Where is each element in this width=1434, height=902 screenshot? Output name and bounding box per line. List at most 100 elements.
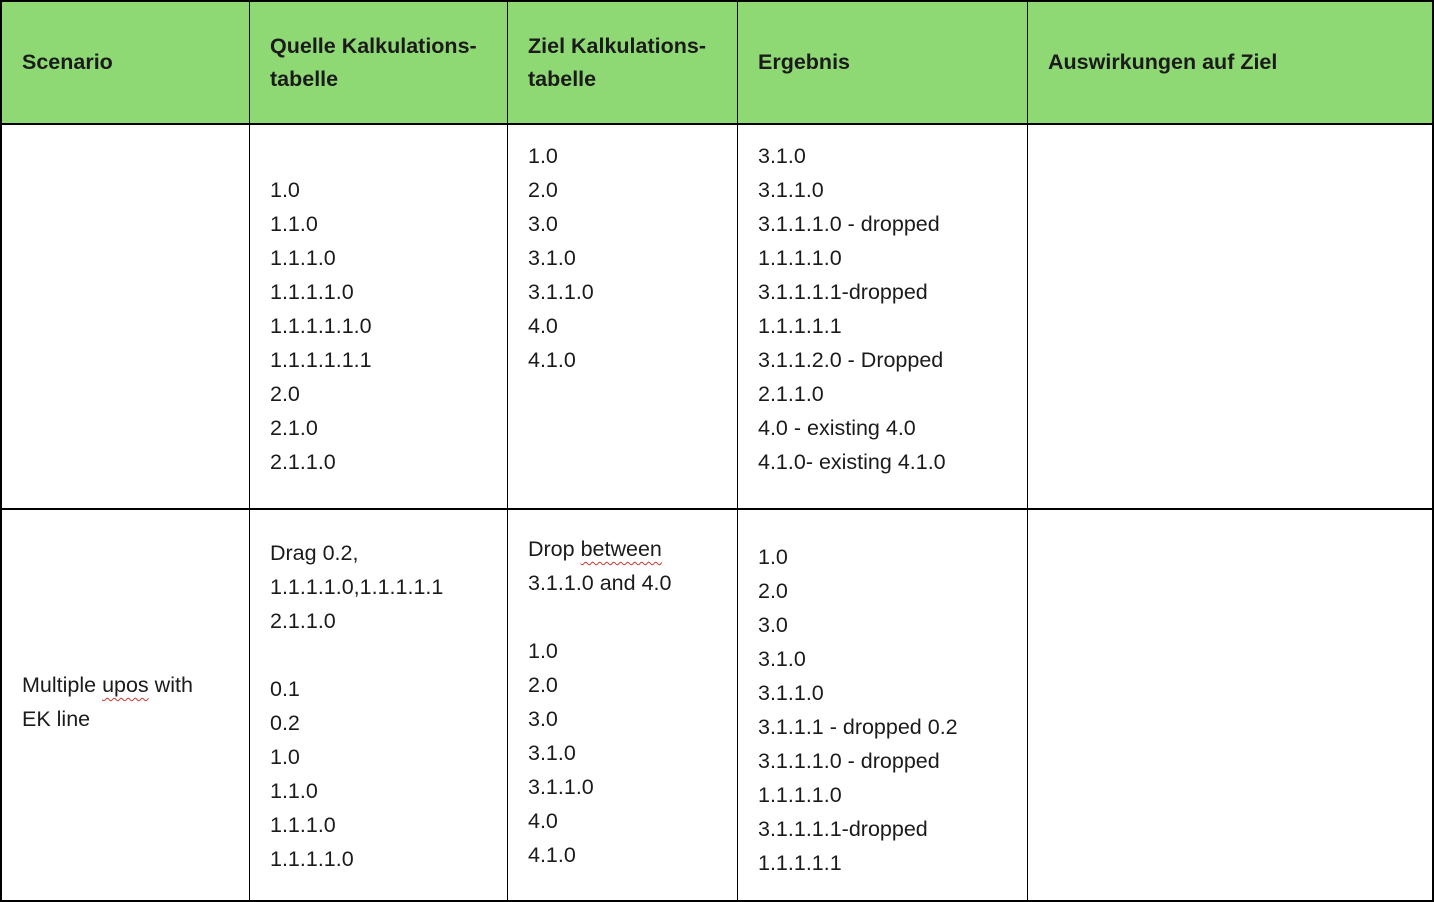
text-line: 1.1.1.1.0	[758, 241, 1009, 275]
header-cell-auswirkungen-auf-ziel[interactable]: Auswirkungen auf Ziel	[1028, 2, 1432, 125]
text-line: 1.1.0	[270, 207, 489, 241]
text-segment: 1.1.0	[270, 779, 318, 803]
text-line: 3.0	[758, 608, 1009, 642]
text-segment: 4.0	[528, 314, 558, 338]
cell-row2-quelle[interactable]: Drag 0.2, 1.1.1.1.0,1.1.1.1.1 2.1.1.0 0.1 0…	[250, 510, 508, 900]
text-line: 4.1.0- existing 4.1.0	[758, 445, 1009, 479]
text-line: 3.1.0	[528, 736, 719, 770]
text-line: 1.1.1.1.0,1.1.1.1.1	[270, 570, 489, 604]
text-line: Drag 0.2,	[270, 536, 489, 570]
text-segment: 2.0	[270, 382, 300, 406]
text-segment: 1.1.1.1.1	[758, 851, 842, 875]
text-line: 1.1.1.1.0	[758, 778, 1009, 812]
text-segment: 3.0	[528, 212, 558, 236]
cell-row2-auswirkungen[interactable]	[1028, 510, 1432, 900]
text-segment: 3.1.0	[528, 741, 576, 765]
text-line: 3.1.0	[758, 139, 1009, 173]
text-segment: 1.1.1.1.1.1	[270, 348, 372, 372]
text-segment: 3.1.1.1.0 - dropped	[758, 212, 940, 236]
text-line: 3.1.1.2.0 - Dropped	[758, 343, 1009, 377]
header-cell-quelle-kalkulationstabelle[interactable]: Quelle Kalkulations-tabelle	[250, 2, 508, 125]
header-cell-ziel-kalkulationstabelle[interactable]: Ziel Kalkulations-tabelle	[508, 2, 738, 125]
text-segment: 1.1.1.0	[270, 813, 336, 837]
text-segment: Drop	[528, 537, 581, 561]
text-segment: Ergebnis	[758, 50, 850, 74]
text-line: 1.0	[270, 173, 489, 207]
text-segment: 2.1.1.0	[758, 382, 824, 406]
text-segment: Ziel Kalkulations-	[528, 33, 707, 58]
text-segment: 1.1.1.1.1.0	[270, 314, 372, 338]
text-line: 1.0	[758, 540, 1009, 574]
text-segment: Auswirkungen auf Ziel	[1048, 50, 1278, 74]
cell-row1-scenario[interactable]	[2, 125, 250, 510]
text-line: 4.0	[528, 804, 719, 838]
header-cell-scenario[interactable]: Scenario	[2, 2, 250, 125]
text-segment: 3.1.0	[758, 144, 806, 168]
text-line: 2.0	[528, 668, 719, 702]
text-segment: 3.1.1.2.0 - Dropped	[758, 348, 944, 372]
text-line: 3.1.1.0	[528, 770, 719, 804]
text-line: 4.1.0	[528, 343, 719, 377]
text-segment: 3.1.1.0	[758, 681, 824, 705]
text-segment: 2.0	[528, 178, 558, 202]
text-line: 3.0	[528, 207, 719, 241]
text-segment: 2.1.0	[270, 416, 318, 440]
text-segment: 1.1.1.0	[270, 246, 336, 270]
text-line: 0.2	[270, 706, 489, 740]
text-segment: 4.0	[528, 809, 558, 833]
text-line: 2.0	[270, 377, 489, 411]
cell-row2-scenario[interactable]: Multiple upos with EK line	[2, 510, 250, 900]
cell-row1-ziel[interactable]: 1.0 2.0 3.0 3.1.0 3.1.1.0 4.0 4.1.0	[508, 125, 738, 510]
text-segment: 4.1.0	[528, 348, 576, 372]
text-line: 2.1.0	[270, 411, 489, 445]
text-line: 1.0	[528, 139, 719, 173]
text-line: 2.0	[528, 173, 719, 207]
header-cell-ergebnis[interactable]: Ergebnis	[738, 2, 1028, 125]
text-segment: with	[148, 673, 193, 697]
misspelled-word: upos	[102, 673, 149, 697]
text-segment: 1.1.1.1.0	[270, 847, 354, 871]
text-line	[270, 638, 489, 672]
text-line: 1.0	[528, 634, 719, 668]
text-line: 1.1.1.1.1.1	[270, 343, 489, 377]
text-line: 0.1	[270, 672, 489, 706]
cell-row1-quelle[interactable]: 1.0 1.1.0 1.1.1.0 1.1.1.1.0 1.1.1.1.1.0 1.1.1…	[250, 125, 508, 510]
text-line: 2.1.1.0	[270, 445, 489, 479]
text-line: 3.1.1.0	[758, 173, 1009, 207]
text-segment: 3.1.1.1 - dropped 0.2	[758, 715, 958, 739]
text-line: EK line	[22, 702, 231, 736]
text-line: Ziel Kalkulations-	[528, 30, 719, 63]
text-line: 3.1.1.0 and 4.0	[528, 566, 719, 600]
text-segment: 3.1.1.1.0 - dropped	[758, 749, 940, 773]
text-segment: 3.1.1.0	[528, 280, 594, 304]
text-segment: 3.1.1.0	[758, 178, 824, 202]
text-line: 3.0	[528, 702, 719, 736]
text-line: 3.1.0	[528, 241, 719, 275]
cell-row1-ergebnis[interactable]: 3.1.0 3.1.1.0 3.1.1.1.0 - dropped 1.1.1.1.0…	[738, 125, 1028, 510]
text-segment: 1.0	[270, 178, 300, 202]
text-segment: 3.1.1.0 and 4.0	[528, 571, 672, 595]
text-line: tabelle	[528, 63, 719, 96]
text-segment: 3.1.0	[528, 246, 576, 270]
text-segment: 3.1.1.0	[528, 775, 594, 799]
text-segment: 2.0	[758, 579, 788, 603]
text-line: 3.1.1.1 - dropped 0.2	[758, 710, 1009, 744]
text-line: 2.0	[758, 574, 1009, 608]
text-segment: Drag 0.2,	[270, 541, 359, 565]
text-segment: 3.0	[528, 707, 558, 731]
cell-row1-auswirkungen[interactable]	[1028, 125, 1432, 510]
cell-row2-ziel[interactable]: Drop between 3.1.1.0 and 4.0 1.0 2.0 3.0 3.1…	[508, 510, 738, 900]
cell-row2-ergebnis[interactable]: 1.0 2.0 3.0 3.1.0 3.1.1.0 3.1.1.1 - dropped 0…	[738, 510, 1028, 900]
text-segment: 1.1.1.1.0,1.1.1.1.1	[270, 575, 444, 599]
text-segment: 1.1.1.1.0	[758, 783, 842, 807]
text-segment: 4.1.0- existing 4.1.0	[758, 450, 946, 474]
text-line: Ergebnis	[758, 46, 1009, 79]
text-segment: 1.0	[758, 545, 788, 569]
text-line: 4.0 - existing 4.0	[758, 411, 1009, 445]
text-line: 1.1.1.0	[270, 808, 489, 842]
text-segment: 0.2	[270, 711, 300, 735]
text-segment: 1.0	[270, 745, 300, 769]
text-line: 1.1.1.1.1	[758, 846, 1009, 880]
text-line: 3.1.1.1.1-dropped	[758, 812, 1009, 846]
text-line: 1.1.1.1.0	[270, 842, 489, 876]
